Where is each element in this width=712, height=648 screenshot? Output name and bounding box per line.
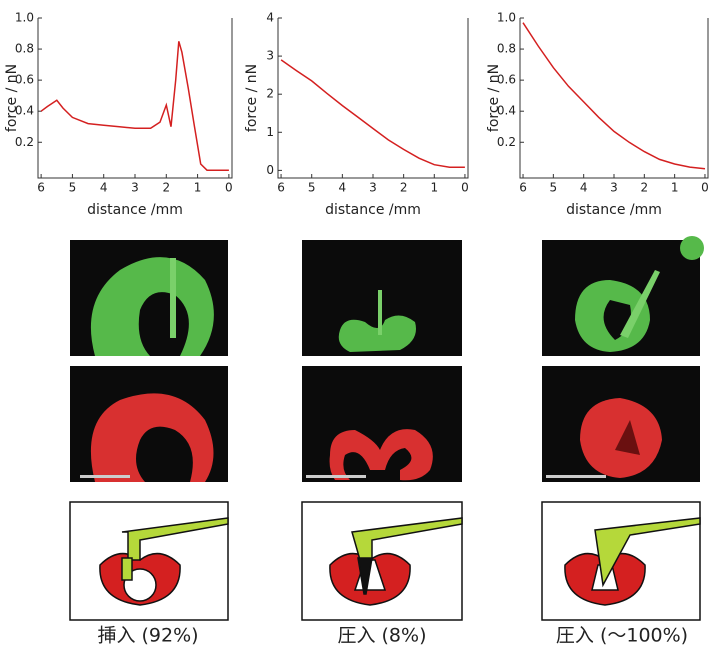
y-tick-label: 0.2 (15, 135, 34, 149)
force-curve (40, 41, 229, 171)
y-tick-label: 4 (266, 11, 274, 25)
x-tick-label: 6 (277, 181, 285, 195)
force-curve (280, 59, 465, 169)
x-tick-label: 4 (100, 181, 108, 195)
x-tick-label: 5 (550, 181, 558, 195)
x-tick-label: 4 (339, 181, 347, 195)
y-tick-label: 1.0 (497, 11, 516, 25)
x-tick-label: 0 (225, 181, 233, 195)
caption: 圧入 (～100%) (556, 625, 688, 647)
x-tick-label: 1 (194, 181, 202, 195)
caption: 挿入 (92%) (97, 625, 198, 647)
y-axis-label: force / nN (486, 64, 502, 132)
y-tick-label: 0.8 (497, 42, 516, 56)
force-curve (522, 22, 706, 170)
x-axis-label: distance /mm (566, 202, 662, 218)
y-axis-label: force / nN (4, 64, 20, 132)
x-tick-label: 3 (131, 181, 139, 195)
x-tick-label: 0 (461, 181, 469, 195)
y-tick-label: 0.2 (497, 135, 516, 149)
y-tick-label: 0.6 (15, 73, 34, 87)
y-tick-label: 0 (266, 163, 274, 177)
x-axis-label: distance /mm (87, 202, 183, 218)
micrograph-row-green (70, 236, 704, 356)
y-axis-label: force / nN (244, 64, 260, 132)
x-tick-label: 2 (400, 181, 408, 195)
y-tick-label: 0.4 (15, 104, 34, 118)
y-tick-label: 0.8 (15, 42, 34, 56)
y-tick-label: 3 (266, 49, 274, 63)
axis-frame (277, 18, 469, 179)
x-tick-label: 5 (308, 181, 316, 195)
y-tick-label: 1.0 (15, 11, 34, 25)
x-tick-label: 6 (37, 181, 45, 195)
y-tick-label: 0.4 (497, 104, 516, 118)
caption: 圧入 (8%) (337, 625, 426, 647)
x-tick-label: 4 (580, 181, 588, 195)
x-tick-label: 1 (430, 181, 438, 195)
y-tick-label: 2 (266, 87, 274, 101)
x-tick-label: 2 (162, 181, 170, 195)
x-tick-label: 5 (69, 181, 77, 195)
y-tick-label: 1 (266, 125, 274, 139)
micrograph-row-red (70, 366, 700, 482)
x-tick-label: 3 (610, 181, 618, 195)
x-tick-label: 2 (641, 181, 649, 195)
axis-frame (37, 18, 233, 179)
x-axis-label: distance /mm (325, 202, 421, 218)
y-tick-label: 0.6 (497, 73, 516, 87)
x-tick-label: 3 (369, 181, 377, 195)
axis-frame (519, 18, 709, 179)
x-tick-label: 1 (671, 181, 679, 195)
x-tick-label: 0 (701, 181, 709, 195)
x-tick-label: 6 (519, 181, 527, 195)
schematic-diagrams (69, 501, 701, 621)
